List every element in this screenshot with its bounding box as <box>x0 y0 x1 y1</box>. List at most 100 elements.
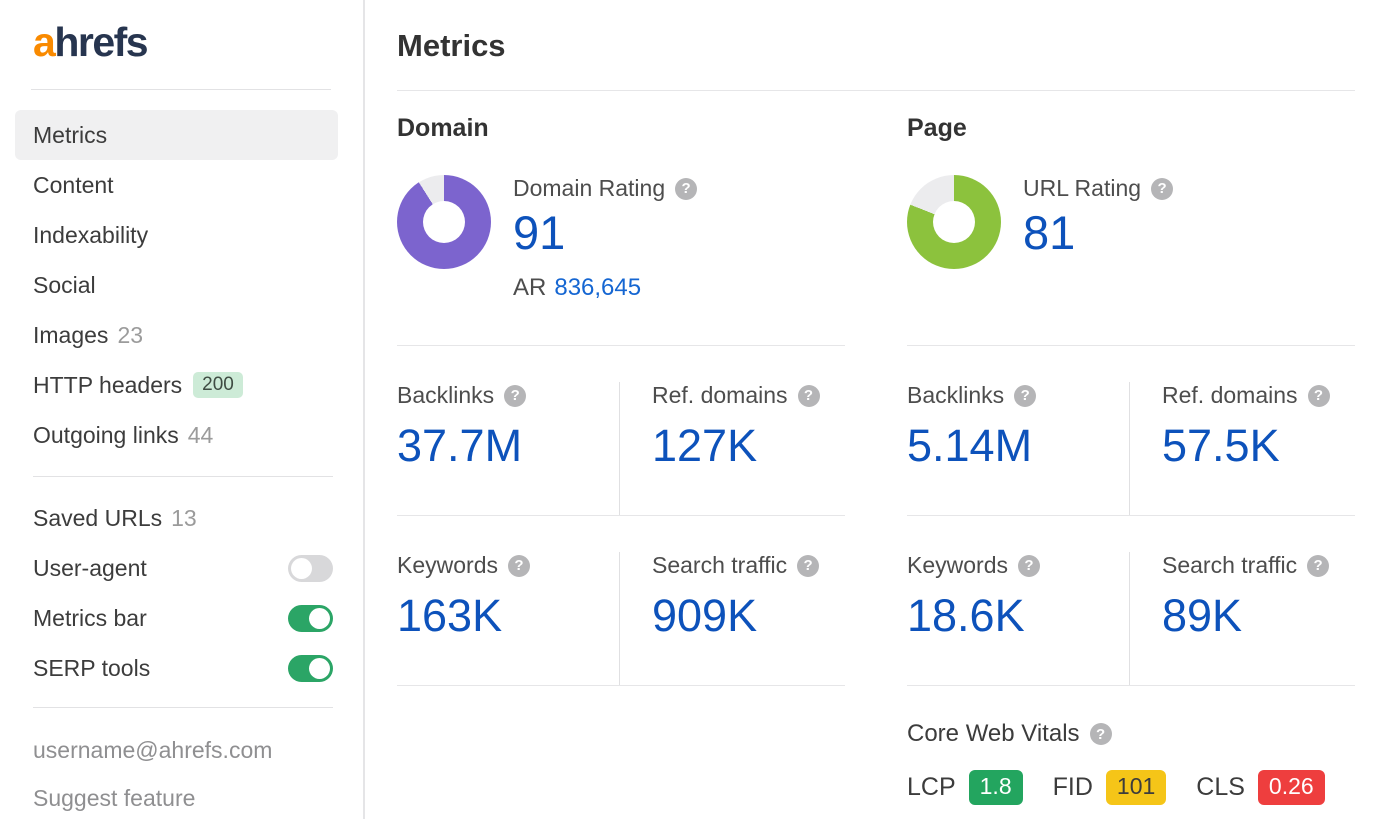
domain-keywords-value[interactable]: 163K <box>397 590 503 642</box>
page-search-traffic-value[interactable]: 89K <box>1162 590 1243 642</box>
domain-heading: Domain <box>397 113 489 142</box>
core-web-vitals-metrics: LCP 1.8 FID 101 CLS 0.26 <box>907 770 1355 806</box>
help-icon[interactable]: ? <box>507 554 530 577</box>
domain-stats-row-1: Backlinks ? 37.7M Ref. domains ? 127K <box>397 346 845 517</box>
domain-section: Domain Domain Rating ? 91 AR 836,645 <box>397 91 845 806</box>
http-status-badge: 200 <box>193 372 243 398</box>
page-ref-domains-value[interactable]: 57.5K <box>1162 420 1280 472</box>
help-icon[interactable]: ? <box>1017 554 1040 577</box>
ar-label: AR <box>513 274 547 302</box>
stat-label: Ref. domains <box>652 382 788 409</box>
help-icon[interactable]: ? <box>675 177 698 200</box>
domain-stats-row-2: Keywords ? 163K Search traffic ? 909K <box>397 516 845 687</box>
account-email: username@ahrefs.com <box>33 736 273 763</box>
url-rating-block: URL Rating ? 81 <box>907 142 1355 347</box>
core-web-vitals-label: Core Web Vitals <box>907 720 1080 748</box>
domain-rating-value[interactable]: 91 <box>513 206 566 260</box>
fid-metric: FID 101 <box>1052 770 1167 806</box>
domain-ref-domains-value[interactable]: 127K <box>652 420 758 472</box>
serp-tools-toggle[interactable] <box>288 654 333 682</box>
page-search-traffic-stat: Search traffic ? 89K <box>1130 552 1355 685</box>
sidebar-item-outgoing-links[interactable]: Outgoing links 44 <box>15 410 338 460</box>
page-stats-row-2: Keywords ? 18.6K Search traffic ? 89K <box>907 516 1355 687</box>
url-rating-value[interactable]: 81 <box>1023 206 1076 260</box>
help-icon[interactable]: ? <box>1089 723 1112 746</box>
help-icon[interactable]: ? <box>504 384 527 407</box>
domain-rating-block: Domain Rating ? 91 AR 836,645 <box>397 142 845 347</box>
domain-ref-domains-stat: Ref. domains ? 127K <box>620 382 845 515</box>
ahrefs-logo[interactable]: ahrefs <box>0 22 363 63</box>
donut-hole <box>423 201 465 244</box>
page-keywords-value[interactable]: 18.6K <box>907 590 1025 642</box>
sidebar-item-images[interactable]: Images 23 <box>15 310 338 360</box>
page-backlinks-value[interactable]: 5.14M <box>907 420 1033 472</box>
saved-urls-count: 13 <box>171 504 197 531</box>
suggest-feature-link[interactable]: Suggest feature <box>33 784 196 811</box>
setting-label: SERP tools <box>33 654 151 681</box>
page-stats-row-1: Backlinks ? 5.14M Ref. domains ? 57.5K <box>907 346 1355 517</box>
toggle-knob <box>309 607 330 629</box>
page-heading: Page <box>907 113 967 142</box>
metrics-bar-toggle[interactable] <box>288 604 333 632</box>
stat-label: Keywords <box>397 552 498 579</box>
domain-rating-info: Domain Rating ? 91 AR 836,645 <box>513 175 698 302</box>
sidebar-item-social[interactable]: Social <box>15 260 338 310</box>
metrics-columns: Domain Domain Rating ? 91 AR 836,645 <box>397 91 1355 806</box>
toggle-knob <box>309 657 330 679</box>
stat-label: Keywords <box>907 552 1008 579</box>
page-section: Page URL Rating ? 81 <box>907 91 1355 806</box>
header-divider <box>397 89 1355 91</box>
main-panel: Metrics Domain Domain Rating ? 91 <box>365 0 1373 819</box>
help-icon[interactable]: ? <box>797 554 820 577</box>
sidebar-divider-middle <box>33 476 333 477</box>
domain-rating-donut <box>397 175 491 270</box>
setting-label: User-agent <box>33 554 147 581</box>
stat-label: Search traffic <box>652 552 788 579</box>
ar-value-link[interactable]: 836,645 <box>554 274 642 302</box>
sidebar-item-metrics[interactable]: Metrics <box>15 110 338 160</box>
ahrefs-rank-line: AR 836,645 <box>513 274 697 302</box>
page-backlinks-stat: Backlinks ? 5.14M <box>907 382 1130 516</box>
outgoing-links-count: 44 <box>187 421 214 448</box>
sidebar: ahrefs Metrics Content Indexability Soci… <box>0 0 365 819</box>
lcp-value-badge: 1.8 <box>968 770 1023 806</box>
domain-backlinks-value[interactable]: 37.7M <box>397 420 523 472</box>
logo-letters-hrefs: hrefs <box>54 19 148 65</box>
stat-label: Backlinks <box>907 382 1005 409</box>
sidebar-nav: Metrics Content Indexability Social Imag… <box>0 104 363 460</box>
domain-search-traffic-stat: Search traffic ? 909K <box>620 552 845 685</box>
cls-metric: CLS 0.26 <box>1196 770 1325 806</box>
domain-rating-label: Domain Rating <box>513 175 666 202</box>
setting-metrics-bar: Metrics bar <box>0 593 363 643</box>
logo-letter-a: a <box>33 19 56 65</box>
fid-label: FID <box>1052 773 1093 802</box>
user-agent-toggle[interactable] <box>288 554 333 582</box>
setting-serp-tools: SERP tools <box>0 643 363 693</box>
domain-backlinks-stat: Backlinks ? 37.7M <box>397 382 620 516</box>
sidebar-item-label: Metrics <box>33 121 108 148</box>
images-count: 23 <box>117 321 144 348</box>
fid-value-badge: 101 <box>1105 770 1167 806</box>
help-icon[interactable]: ? <box>1014 384 1037 407</box>
page-title: Metrics <box>397 28 506 63</box>
toggle-knob <box>291 557 312 579</box>
sidebar-item-label: Images <box>33 321 109 348</box>
help-icon[interactable]: ? <box>1151 177 1174 200</box>
sidebar-footer: username@ahrefs.com Suggest feature <box>0 708 363 819</box>
sidebar-divider-top <box>31 89 331 90</box>
sidebar-item-http-headers[interactable]: HTTP headers 200 <box>15 360 338 410</box>
sidebar-settings: Saved URLs 13 User-agent Metrics bar SER… <box>0 477 363 693</box>
core-web-vitals: Core Web Vitals ? LCP 1.8 FID 101 <box>907 720 1355 806</box>
help-icon[interactable]: ? <box>1307 384 1330 407</box>
help-icon[interactable]: ? <box>797 384 820 407</box>
domain-keywords-stat: Keywords ? 163K <box>397 552 620 686</box>
sidebar-item-saved-urls[interactable]: Saved URLs 13 <box>0 493 363 543</box>
setting-label: Saved URLs <box>33 504 163 531</box>
url-rating-info: URL Rating ? 81 <box>1023 175 1174 260</box>
sidebar-item-label: Outgoing links <box>33 421 179 448</box>
domain-search-traffic-value[interactable]: 909K <box>652 590 758 642</box>
help-icon[interactable]: ? <box>1307 554 1330 577</box>
setting-label: Metrics bar <box>33 604 147 631</box>
sidebar-item-content[interactable]: Content <box>15 160 338 210</box>
sidebar-item-indexability[interactable]: Indexability <box>15 210 338 260</box>
